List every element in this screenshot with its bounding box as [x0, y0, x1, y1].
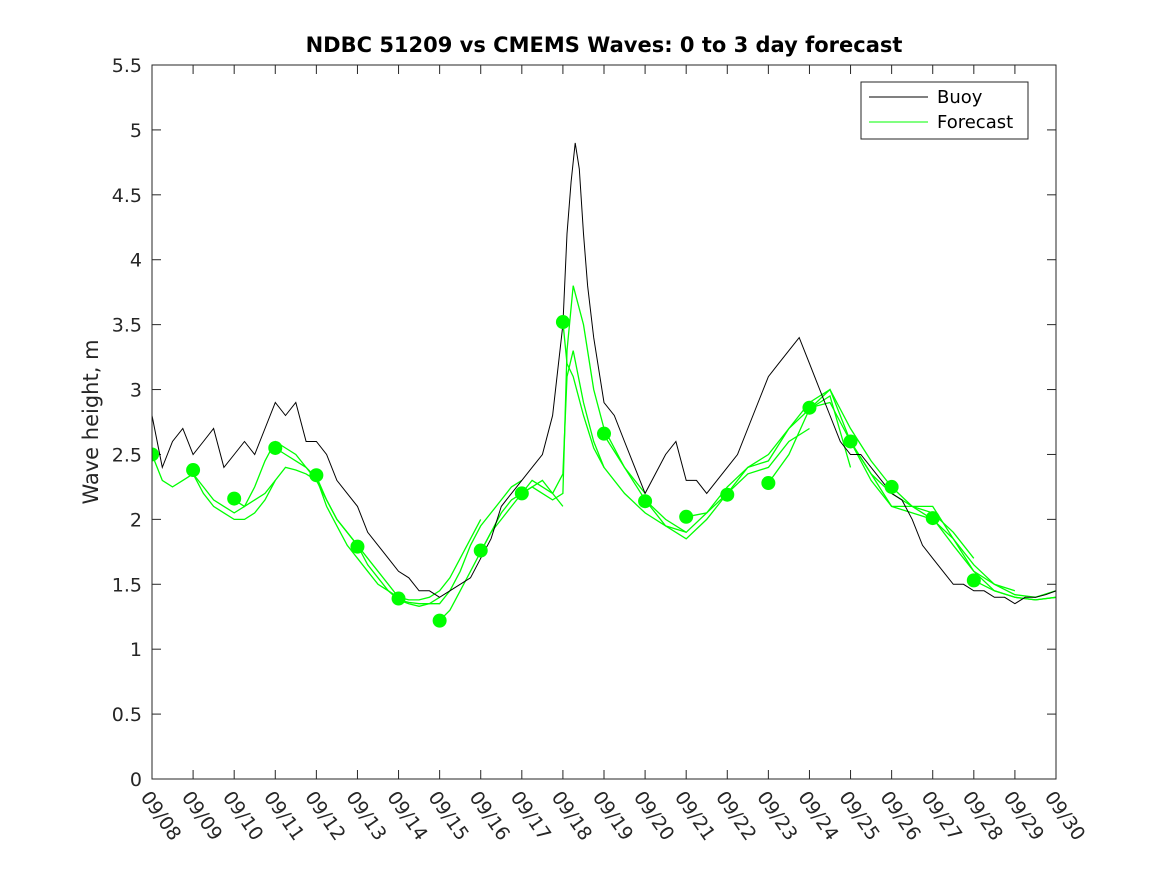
forecast-run-line	[686, 394, 852, 518]
forecast-run-line	[891, 486, 1056, 598]
forecast-run-line	[809, 401, 975, 559]
forecast-run-line	[152, 454, 276, 514]
series-layer	[152, 142, 1056, 628]
forecast-init-point	[309, 468, 324, 483]
forecast-init-point	[391, 591, 406, 606]
forecast-run-line	[973, 579, 1056, 601]
forecast-init-point	[843, 434, 858, 449]
forecast-run-line	[192, 466, 317, 521]
y-axis-label: Wave height, m	[79, 339, 103, 504]
legend-box	[860, 81, 1029, 140]
forecast-init-point	[350, 539, 365, 554]
y-tick-label: 3.5	[112, 315, 142, 337]
forecast-init-point	[720, 487, 735, 502]
forecast-run-line	[439, 479, 564, 622]
forecast-run-line	[356, 519, 482, 601]
forecast-init-point	[152, 447, 159, 462]
buoy-line	[152, 142, 1056, 605]
forecast-init-point	[268, 440, 283, 455]
y-tick-label: 4	[130, 250, 142, 272]
forecast-run-line	[315, 476, 440, 607]
forecast-run-line	[480, 350, 605, 553]
legend: Buoy Forecast	[860, 81, 1029, 140]
plot-area	[152, 65, 1056, 779]
forecast-run-line	[274, 447, 399, 598]
forecast-init-point	[186, 463, 201, 478]
y-tick-label: 0	[130, 769, 142, 791]
y-tick-label: 2	[130, 509, 142, 531]
y-axis-ticks: 0 0.5 1 1.5 2 2.5 3 3.5 4 4.5 5 5.5	[112, 55, 1056, 791]
forecast-init-point	[473, 543, 488, 558]
forecast-init-point	[432, 613, 447, 628]
legend-buoy-label: Buoy	[937, 87, 983, 108]
forecast-run-line	[603, 434, 728, 540]
y-tick-label: 1	[130, 639, 142, 661]
forecast-init-point	[679, 509, 694, 524]
forecast-run-line	[849, 441, 1016, 592]
y-tick-label: 1.5	[112, 574, 142, 596]
forecast-init-point	[802, 400, 817, 415]
plot-series	[152, 142, 1056, 628]
forecast-init-point	[761, 476, 776, 491]
forecast-run-line	[562, 321, 687, 533]
forecast-init-point	[514, 486, 529, 501]
forecast-init-point	[884, 479, 899, 494]
forecast-run-line	[398, 479, 523, 605]
forecast-init-point	[597, 426, 611, 441]
forecast-init-point	[227, 491, 242, 506]
y-tick-label: 3	[130, 380, 142, 402]
forecast-init-point	[966, 573, 981, 588]
axes-box	[151, 64, 1057, 780]
forecast-init-point	[638, 494, 653, 509]
y-tick-label: 5	[130, 120, 142, 142]
forecast-init-point	[555, 315, 570, 330]
y-tick-label: 2.5	[112, 444, 142, 466]
y-tick-label: 5.5	[112, 55, 142, 77]
chart-title: NDBC 51209 vs CMEMS Waves: 0 to 3 day fo…	[306, 33, 903, 57]
y-tick-label: 0.5	[112, 704, 142, 726]
legend-forecast-label: Forecast	[937, 112, 1013, 133]
forecast-init-point	[925, 511, 940, 526]
y-tick-label: 4.5	[112, 185, 142, 207]
